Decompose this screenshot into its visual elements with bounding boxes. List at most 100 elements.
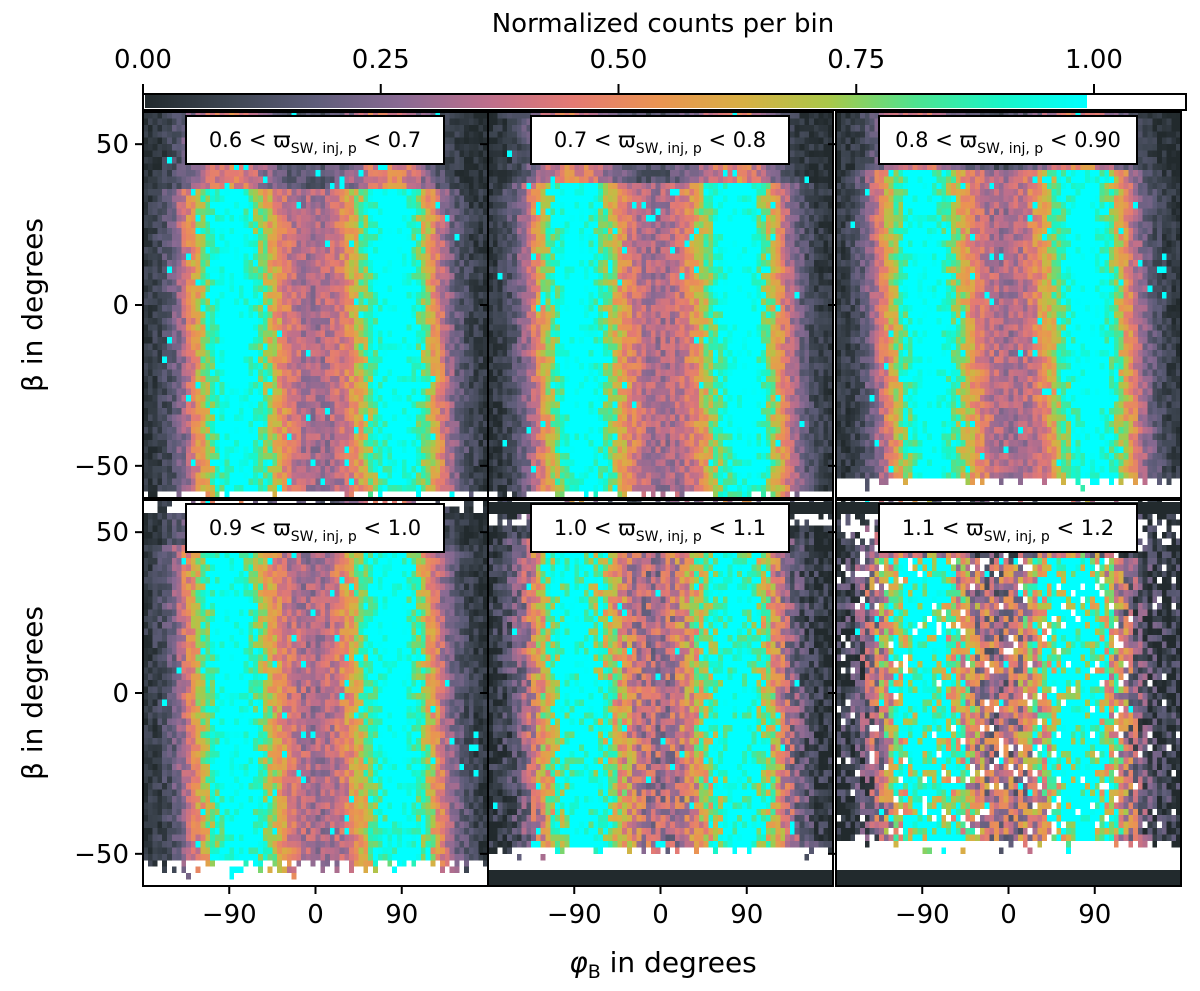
heatmap-cell <box>396 285 403 293</box>
heatmap-cell <box>464 311 470 319</box>
heatmap-cell <box>143 163 149 171</box>
heatmap-cell <box>396 350 403 357</box>
heatmap-cell <box>147 240 153 248</box>
heatmap-cell <box>329 247 336 254</box>
heatmap-cell <box>368 401 374 409</box>
heatmap-cell <box>291 253 297 261</box>
heatmap-cell <box>392 337 398 344</box>
heatmap-cell <box>464 388 470 396</box>
heatmap-cell <box>181 182 187 190</box>
heatmap-cell <box>243 369 249 377</box>
heatmap-cell <box>387 452 393 460</box>
heatmap-cell <box>444 144 451 151</box>
heatmap-cell <box>444 266 451 274</box>
heatmap-cell <box>296 440 302 447</box>
heatmap-cell <box>329 266 336 274</box>
heatmap-cell <box>468 195 474 203</box>
heatmap-cell <box>574 163 580 171</box>
heatmap-cell <box>162 259 168 267</box>
heatmap-cell <box>440 234 446 242</box>
heatmap-cell <box>789 124 796 132</box>
heatmap-cell <box>425 491 431 499</box>
heatmap-cell <box>373 292 379 299</box>
heatmap-cell <box>219 420 225 428</box>
heatmap-cell <box>224 221 230 229</box>
heatmap-cell <box>329 240 336 248</box>
heatmap-cell <box>416 240 422 248</box>
heatmap-cell <box>248 285 254 293</box>
heatmap-cell <box>382 388 388 396</box>
heatmap-cell <box>464 169 470 177</box>
heatmap-cell <box>286 305 292 312</box>
heatmap-cell <box>176 221 182 229</box>
heatmap-cell <box>238 311 244 319</box>
heatmap-cell <box>440 459 446 467</box>
heatmap-cell <box>143 472 149 480</box>
heatmap-cell <box>258 337 264 344</box>
heatmap-cell <box>190 298 197 306</box>
heatmap-cell <box>305 427 312 435</box>
heatmap-cell <box>521 144 527 151</box>
heatmap-cell <box>464 144 470 151</box>
heatmap-cell <box>152 266 158 274</box>
heatmap-cell <box>368 433 374 441</box>
heatmap-cell <box>301 356 307 364</box>
heatmap-cell <box>243 343 249 351</box>
heatmap-cell <box>176 362 182 370</box>
heatmap-cell <box>214 472 221 480</box>
heatmap-cell <box>420 253 427 261</box>
heatmap-cell <box>416 169 422 177</box>
heatmap-cell <box>444 163 451 171</box>
heatmap-cell <box>344 240 350 248</box>
heatmap-cell <box>195 452 201 460</box>
heatmap-cell <box>555 163 561 171</box>
heatmap-cell <box>689 163 695 171</box>
heatmap-cell <box>444 279 451 287</box>
heatmap-cell <box>152 407 158 415</box>
heatmap-cell <box>411 407 417 415</box>
heatmap-cell <box>205 337 211 344</box>
heatmap-cell <box>598 163 604 171</box>
heatmap-cell <box>147 420 153 428</box>
heatmap-cell <box>210 395 216 402</box>
heatmap-cell <box>396 452 403 460</box>
heatmap-cell <box>234 195 240 203</box>
heatmap-cell <box>243 420 249 428</box>
heatmap-cell <box>483 401 489 409</box>
heatmap-cell <box>329 163 336 171</box>
heatmap-cell <box>157 189 163 196</box>
heatmap-cell <box>511 163 518 171</box>
heatmap-cell <box>440 247 446 254</box>
heatmap-cell <box>358 189 364 196</box>
heatmap-cell <box>459 395 465 402</box>
heatmap-cell <box>382 240 388 248</box>
heatmap-cell <box>444 311 451 319</box>
heatmap-cell <box>152 317 158 325</box>
heatmap-cell <box>473 485 479 492</box>
heatmap-cell <box>416 350 422 357</box>
heatmap-cell <box>411 465 417 473</box>
heatmap-cell <box>305 298 312 306</box>
heatmap-cell <box>157 343 163 351</box>
heatmap-cell <box>411 414 417 422</box>
heatmap-cell <box>325 247 331 254</box>
heatmap-cell <box>425 227 431 235</box>
heatmap-cell <box>382 337 388 344</box>
heatmap-cell <box>219 446 225 454</box>
heatmap-cell <box>166 272 173 280</box>
heatmap-cell <box>286 375 292 383</box>
heatmap-cell <box>483 324 489 332</box>
heatmap-cell <box>224 292 230 299</box>
heatmap-cell <box>281 356 288 364</box>
heatmap-cell <box>339 163 345 171</box>
heatmap-cell <box>473 144 479 151</box>
heatmap-cell <box>181 452 187 460</box>
heatmap-cell <box>234 401 240 409</box>
heatmap-cell <box>210 433 216 441</box>
heatmap-cell <box>377 478 383 486</box>
heatmap-cell <box>286 343 292 351</box>
heatmap-cell <box>272 182 278 190</box>
heatmap-cell <box>373 465 379 473</box>
heatmap-cell <box>464 324 470 332</box>
heatmap-cell <box>262 266 268 274</box>
